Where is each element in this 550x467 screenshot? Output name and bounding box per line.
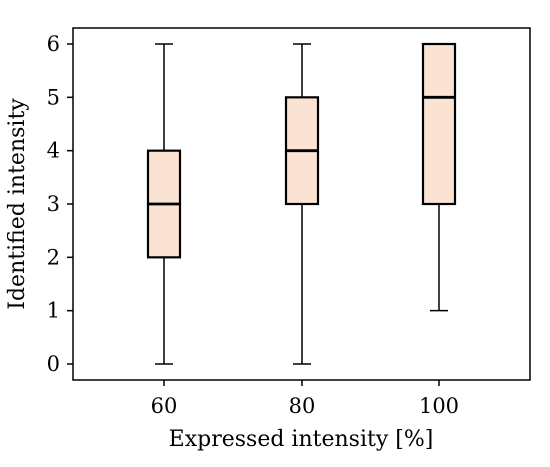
y-axis-label: Identified intensity bbox=[5, 98, 30, 310]
box-100 bbox=[421, 42, 457, 312]
x-axis-ticks: 60 80 100 bbox=[151, 380, 459, 418]
y-tick-label: 2 bbox=[47, 245, 60, 269]
y-tick-label: 0 bbox=[47, 352, 60, 376]
y-tick-label: 1 bbox=[47, 299, 60, 323]
y-axis-ticks: 0 1 2 3 4 5 6 bbox=[47, 32, 73, 376]
iqr-box bbox=[421, 42, 457, 206]
y-tick-label: 5 bbox=[47, 85, 60, 109]
box-60 bbox=[146, 43, 182, 365]
x-tick-label: 80 bbox=[289, 394, 316, 418]
boxes-layer bbox=[146, 42, 457, 365]
x-tick-label: 100 bbox=[419, 394, 459, 418]
y-tick-label: 4 bbox=[47, 139, 60, 163]
y-tick-label: 3 bbox=[47, 192, 60, 216]
x-tick-label: 60 bbox=[151, 394, 178, 418]
x-axis-label: Expressed intensity [%] bbox=[169, 427, 434, 452]
box-80 bbox=[284, 43, 320, 365]
y-tick-label: 6 bbox=[47, 32, 60, 56]
